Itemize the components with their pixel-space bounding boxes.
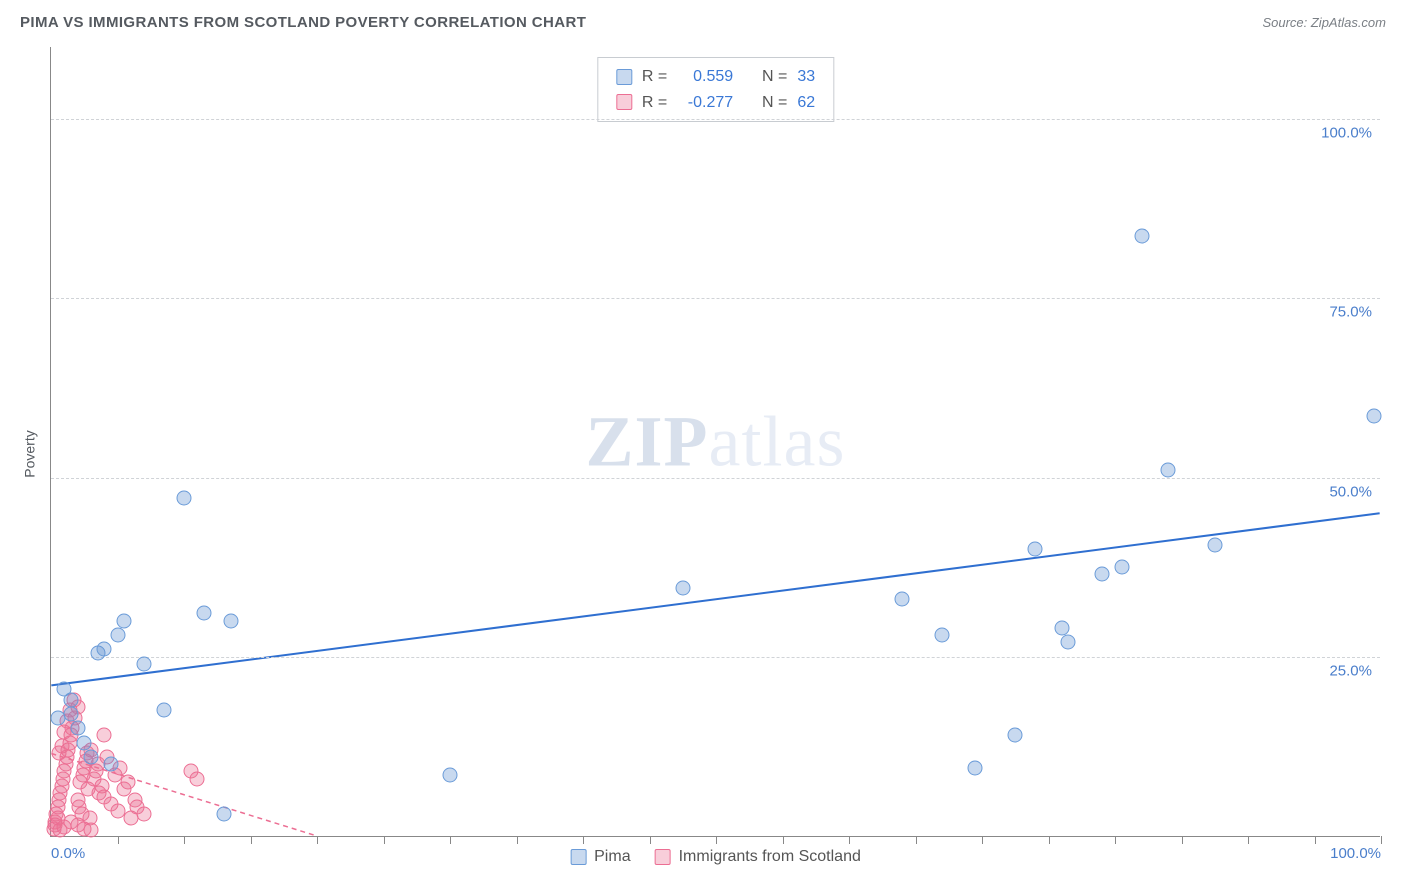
data-point xyxy=(70,721,85,736)
legend-row-scotland: R = -0.277 N = 62 xyxy=(616,90,815,116)
x-tick xyxy=(1182,836,1183,844)
data-point xyxy=(63,706,78,721)
data-point xyxy=(1367,408,1382,423)
y-axis-label: Poverty xyxy=(22,430,38,477)
legend-row-pima: R = 0.559 N = 33 xyxy=(616,64,815,90)
y-tick-label: 100.0% xyxy=(1321,124,1372,141)
data-point xyxy=(968,760,983,775)
x-tick xyxy=(118,836,119,844)
gridline xyxy=(51,119,1380,120)
x-tick xyxy=(583,836,584,844)
data-point xyxy=(83,750,98,765)
x-tick-label: 100.0% xyxy=(1330,845,1381,862)
gridline xyxy=(51,657,1380,658)
watermark: ZIPatlas xyxy=(586,400,846,483)
data-point xyxy=(443,767,458,782)
trendlines-svg xyxy=(51,47,1380,836)
data-point xyxy=(137,656,152,671)
x-tick xyxy=(849,836,850,844)
data-point xyxy=(1054,620,1069,635)
swatch-scotland-icon xyxy=(616,94,632,110)
data-point xyxy=(177,491,192,506)
data-point xyxy=(77,735,92,750)
x-tick xyxy=(450,836,451,844)
data-point xyxy=(157,703,172,718)
data-point xyxy=(137,807,152,822)
legend-item-pima: Pima xyxy=(570,848,630,866)
x-tick xyxy=(517,836,518,844)
data-point xyxy=(83,823,98,838)
gridline xyxy=(51,298,1380,299)
data-point xyxy=(1061,635,1076,650)
x-tick xyxy=(1115,836,1116,844)
data-point xyxy=(117,613,132,628)
swatch-pima-icon xyxy=(570,849,586,865)
plot-area: ZIPatlas R = 0.559 N = 33 R = -0.277 N =… xyxy=(50,47,1380,837)
x-tick xyxy=(650,836,651,844)
x-tick xyxy=(783,836,784,844)
data-point xyxy=(216,807,231,822)
data-point xyxy=(190,771,205,786)
series-legend: Pima Immigrants from Scotland xyxy=(570,848,861,866)
x-tick xyxy=(982,836,983,844)
x-tick xyxy=(251,836,252,844)
y-tick-label: 50.0% xyxy=(1329,483,1372,500)
y-tick-label: 75.0% xyxy=(1329,304,1372,321)
correlation-legend: R = 0.559 N = 33 R = -0.277 N = 62 xyxy=(597,57,834,122)
data-point xyxy=(1207,538,1222,553)
x-tick xyxy=(1049,836,1050,844)
data-point xyxy=(935,627,950,642)
data-point xyxy=(121,775,136,790)
data-point xyxy=(895,592,910,607)
data-point xyxy=(1114,559,1129,574)
data-point xyxy=(1028,541,1043,556)
data-point xyxy=(103,757,118,772)
data-point xyxy=(63,692,78,707)
x-tick-label: 0.0% xyxy=(51,845,85,862)
x-tick xyxy=(1381,836,1382,844)
data-point xyxy=(1134,229,1149,244)
data-point xyxy=(1094,566,1109,581)
data-point xyxy=(223,613,238,628)
data-point xyxy=(196,606,211,621)
x-tick xyxy=(184,836,185,844)
data-point xyxy=(97,728,112,743)
chart-title: PIMA VS IMMIGRANTS FROM SCOTLAND POVERTY… xyxy=(20,14,586,31)
x-tick xyxy=(916,836,917,844)
y-tick-label: 25.0% xyxy=(1329,663,1372,680)
source-attribution: Source: ZipAtlas.com xyxy=(1262,15,1386,30)
data-point xyxy=(110,627,125,642)
legend-item-scotland: Immigrants from Scotland xyxy=(655,848,861,866)
data-point xyxy=(675,581,690,596)
gridline xyxy=(51,478,1380,479)
swatch-pima-icon xyxy=(616,69,632,85)
x-tick xyxy=(1248,836,1249,844)
data-point xyxy=(1161,462,1176,477)
x-tick xyxy=(384,836,385,844)
data-point xyxy=(1008,728,1023,743)
chart-container: Poverty ZIPatlas R = 0.559 N = 33 R = -0… xyxy=(12,39,1392,869)
x-tick xyxy=(1315,836,1316,844)
data-point xyxy=(97,642,112,657)
x-tick xyxy=(317,836,318,844)
swatch-scotland-icon xyxy=(655,849,671,865)
x-tick xyxy=(716,836,717,844)
